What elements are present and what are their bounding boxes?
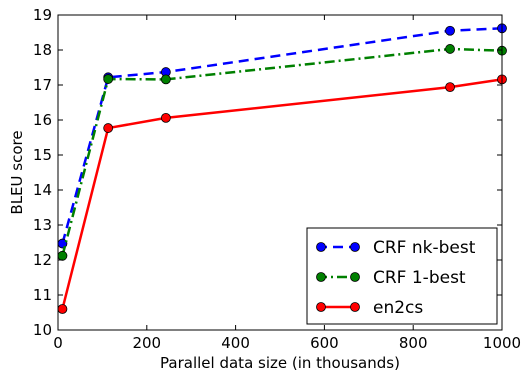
legend-item: en2cs <box>316 298 423 318</box>
x-tick-label: 800 <box>399 334 428 352</box>
plot-frame <box>57 14 503 331</box>
data-point <box>445 44 455 54</box>
y-tick-label: 11 <box>33 286 52 304</box>
legend-swatch-marker <box>350 242 360 252</box>
data-point <box>160 74 171 85</box>
series-0 <box>57 23 507 249</box>
y-axis-label: BLEU score <box>8 130 26 214</box>
y-tick-label: 16 <box>33 111 52 129</box>
x-tick-label: 0 <box>53 334 63 352</box>
series-layer <box>57 23 507 314</box>
data-point <box>57 250 68 261</box>
series-2 <box>57 74 507 314</box>
y-tick-label: 10 <box>33 321 52 339</box>
data-point <box>445 25 455 36</box>
data-point <box>445 82 455 92</box>
y-tick-label: 13 <box>33 216 52 234</box>
legend-item: CRF 1-best <box>316 268 466 288</box>
y-tick-label: 18 <box>33 41 52 59</box>
data-point <box>57 304 68 314</box>
legend: CRF nk-best CRF 1-best en2cs <box>306 227 498 325</box>
y-tick-label: 19 <box>33 6 52 24</box>
legend-label: en2cs <box>373 298 423 318</box>
ticks-layer: 0 200 400 600 800 1000 10 11 12 13 14 15 16 17 18 19 <box>33 6 521 352</box>
series-line <box>61 27 503 244</box>
legend-swatch-marker <box>350 302 360 312</box>
legend-swatch-marker <box>316 302 326 312</box>
data-point <box>103 74 114 84</box>
x-axis-label: Parallel data size (in thousands) <box>160 354 400 372</box>
y-tick-label: 17 <box>33 76 52 94</box>
x-tick-label: 400 <box>221 334 250 352</box>
y-tick-label: 15 <box>33 146 52 164</box>
legend-item: CRF nk-best <box>316 238 476 258</box>
legend-swatch-marker <box>316 242 326 252</box>
series-1 <box>57 44 507 261</box>
data-point <box>160 113 171 123</box>
series-line <box>61 47 503 257</box>
legend-label: CRF nk-best <box>373 238 476 258</box>
legend-label: CRF 1-best <box>373 268 466 288</box>
data-point <box>103 123 114 133</box>
legend-swatch-marker <box>316 272 326 282</box>
y-tick-label: 12 <box>33 251 52 269</box>
legend-swatch-marker <box>350 272 360 282</box>
x-tick-label: 200 <box>132 334 161 352</box>
y-tick-label: 14 <box>33 181 52 199</box>
x-tick-label: 600 <box>310 334 339 352</box>
x-tick-label: 1000 <box>483 334 521 352</box>
